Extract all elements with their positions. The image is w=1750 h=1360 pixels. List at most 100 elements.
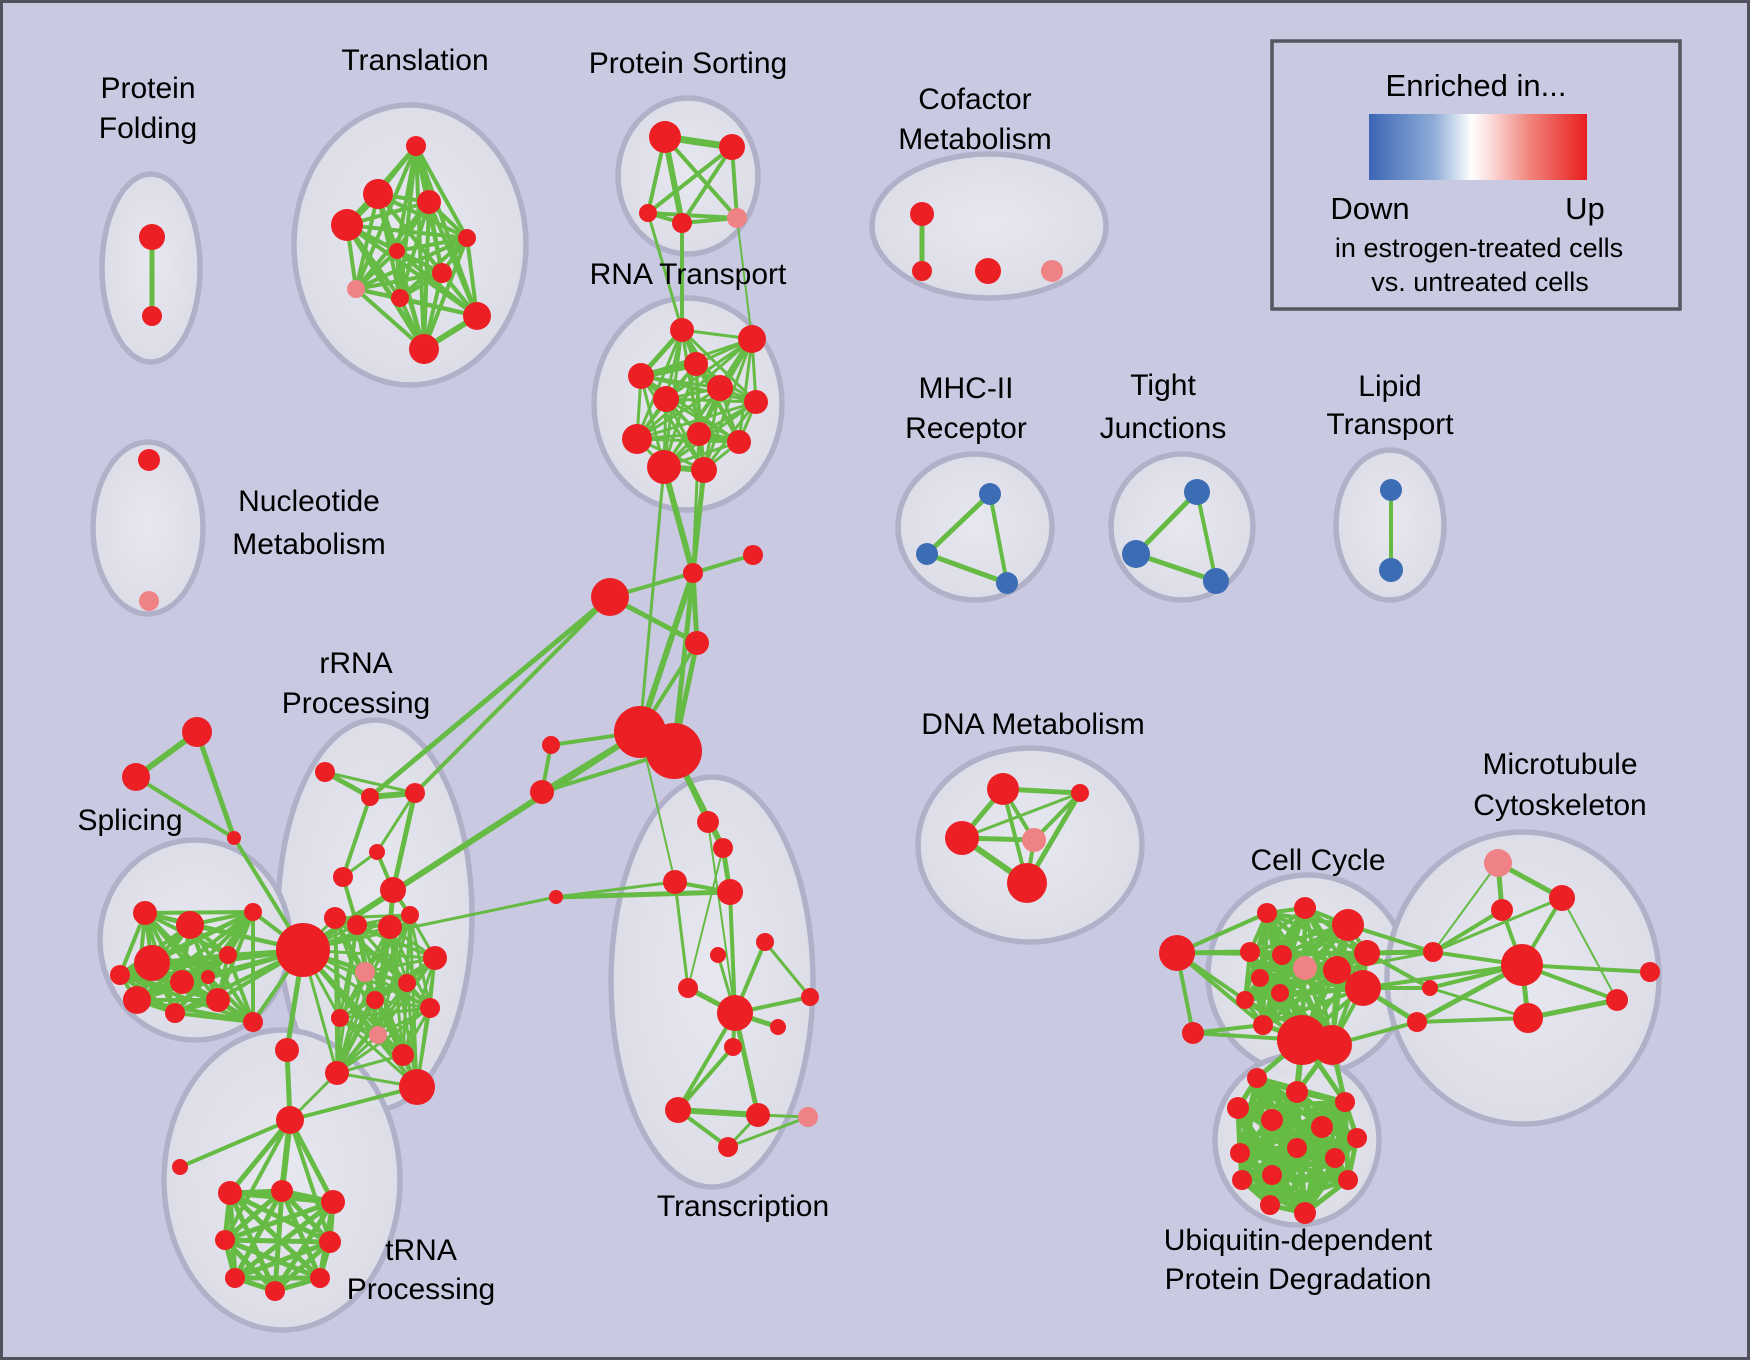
gene-set-node	[331, 209, 363, 241]
gene-set-node	[423, 946, 447, 970]
enrichment-edge	[414, 144, 469, 240]
enrichment-edge	[1195, 490, 1218, 583]
gene-set-node	[176, 911, 204, 939]
gene-set-node	[646, 723, 702, 779]
enrichment-edge	[232, 1239, 333, 1281]
gene-set-node	[622, 424, 652, 454]
gene-set-node	[1338, 1170, 1358, 1190]
gene-set-node	[1007, 863, 1047, 903]
gene-set-node	[389, 243, 405, 259]
enrichment-edge	[301, 895, 558, 952]
gene-set-node	[206, 988, 230, 1012]
enrichment-edge	[401, 981, 409, 1057]
enrichment-edge	[390, 790, 418, 893]
cluster-ellipse-transcription	[608, 774, 816, 1190]
gene-set-node	[1407, 1012, 1427, 1032]
enrichment-edge	[646, 211, 684, 332]
gene-set-node	[1041, 260, 1063, 282]
gene-set-node	[678, 978, 698, 998]
cluster-label-dna-metabolism: DNA Metabolism	[921, 708, 1144, 741]
enrichment-edge	[323, 770, 417, 795]
enrichment-edge	[554, 880, 677, 899]
gene-set-node	[549, 890, 563, 904]
gene-set-node	[713, 838, 733, 858]
enrichment-edge	[639, 374, 706, 472]
cluster-label-trna: Processing	[347, 1273, 495, 1306]
cluster-label-rrna: rRNA	[319, 647, 392, 680]
gene-set-node	[325, 1061, 349, 1085]
enrichment-edge	[702, 337, 754, 472]
gene-set-node	[219, 946, 237, 964]
enrichment-edge	[376, 192, 469, 240]
gene-set-node	[392, 1044, 414, 1066]
gene-set-node	[801, 988, 819, 1006]
enrichment-edge	[675, 1107, 761, 1118]
cluster-label-cell-cycle: Cell Cycle	[1250, 844, 1385, 877]
enrichment-edge	[707, 821, 736, 1014]
gene-set-node	[363, 179, 393, 209]
cluster-label-cofactor: Metabolism	[898, 123, 1051, 156]
gene-set-node	[1345, 970, 1381, 1006]
enrichment-edge	[376, 981, 409, 1037]
gene-set-node	[1271, 984, 1289, 1002]
cluster-label-protein-folding: Protein	[100, 72, 195, 105]
enrichment-edge	[206, 975, 255, 1024]
gene-set-node	[276, 1106, 304, 1134]
gene-set-node	[324, 907, 346, 929]
enrichment-edge	[1525, 997, 1620, 1021]
gene-set-node	[1236, 991, 1254, 1009]
enrichment-edge	[664, 337, 754, 401]
cluster-label-microtubule: Microtubule	[1482, 748, 1637, 781]
cluster-label-protein-folding: Folding	[99, 112, 197, 145]
gene-set-node	[321, 1190, 345, 1214]
gene-set-node	[1253, 1015, 1273, 1035]
gene-set-node	[165, 1003, 185, 1023]
gene-set-node	[1513, 1003, 1543, 1033]
gene-set-node	[1323, 956, 1351, 984]
gene-set-node	[743, 545, 763, 565]
enrichment-edge	[222, 1188, 285, 1243]
cluster-label-ubiquitin: Protein Degradation	[1165, 1263, 1432, 1296]
enrichment-edge	[736, 217, 753, 340]
gene-set-node	[170, 970, 194, 994]
legend-title: Enriched in...	[1386, 68, 1567, 103]
gene-set-node	[391, 289, 409, 307]
gene-set-node	[1272, 945, 1292, 965]
enrichment-edge	[287, 1117, 336, 1205]
enrichment-edge	[663, 135, 739, 220]
gene-set-node	[333, 867, 353, 887]
gene-set-node	[684, 352, 708, 376]
gene-set-node	[1262, 1165, 1282, 1185]
gene-set-node	[530, 780, 554, 804]
gene-set-node	[133, 901, 157, 925]
gene-set-node	[1606, 989, 1628, 1011]
enrichment-edge	[232, 1188, 285, 1281]
gene-set-node	[719, 134, 745, 160]
gene-set-node	[319, 1231, 341, 1253]
enrichment-edge	[637, 570, 696, 735]
gene-set-node	[912, 261, 932, 281]
gene-set-node	[756, 933, 774, 951]
cluster-label-mhc: Receptor	[905, 412, 1027, 445]
enrichment-edge	[288, 1118, 332, 1244]
gene-set-node	[380, 877, 406, 903]
enrichment-edge	[335, 998, 377, 1075]
gene-set-node	[1203, 568, 1229, 594]
enrichment-edge	[1133, 489, 1200, 557]
gene-set-node	[275, 1038, 299, 1062]
cluster-label-rrna: Processing	[282, 687, 430, 720]
enrichment-edge	[1267, 1177, 1351, 1208]
enrichment-edge	[143, 910, 255, 915]
gene-set-node	[1240, 942, 1260, 962]
gene-set-node	[727, 208, 747, 228]
gene-set-node	[649, 121, 681, 153]
gene-set-node	[1232, 1170, 1252, 1190]
enrichment-edge	[134, 775, 236, 840]
gene-set-node	[1122, 540, 1150, 568]
gene-set-node	[1549, 885, 1575, 911]
enrichment-edge	[553, 889, 733, 900]
gene-set-node	[409, 334, 439, 364]
gene-set-node	[366, 991, 384, 1009]
gene-set-node	[653, 386, 679, 412]
